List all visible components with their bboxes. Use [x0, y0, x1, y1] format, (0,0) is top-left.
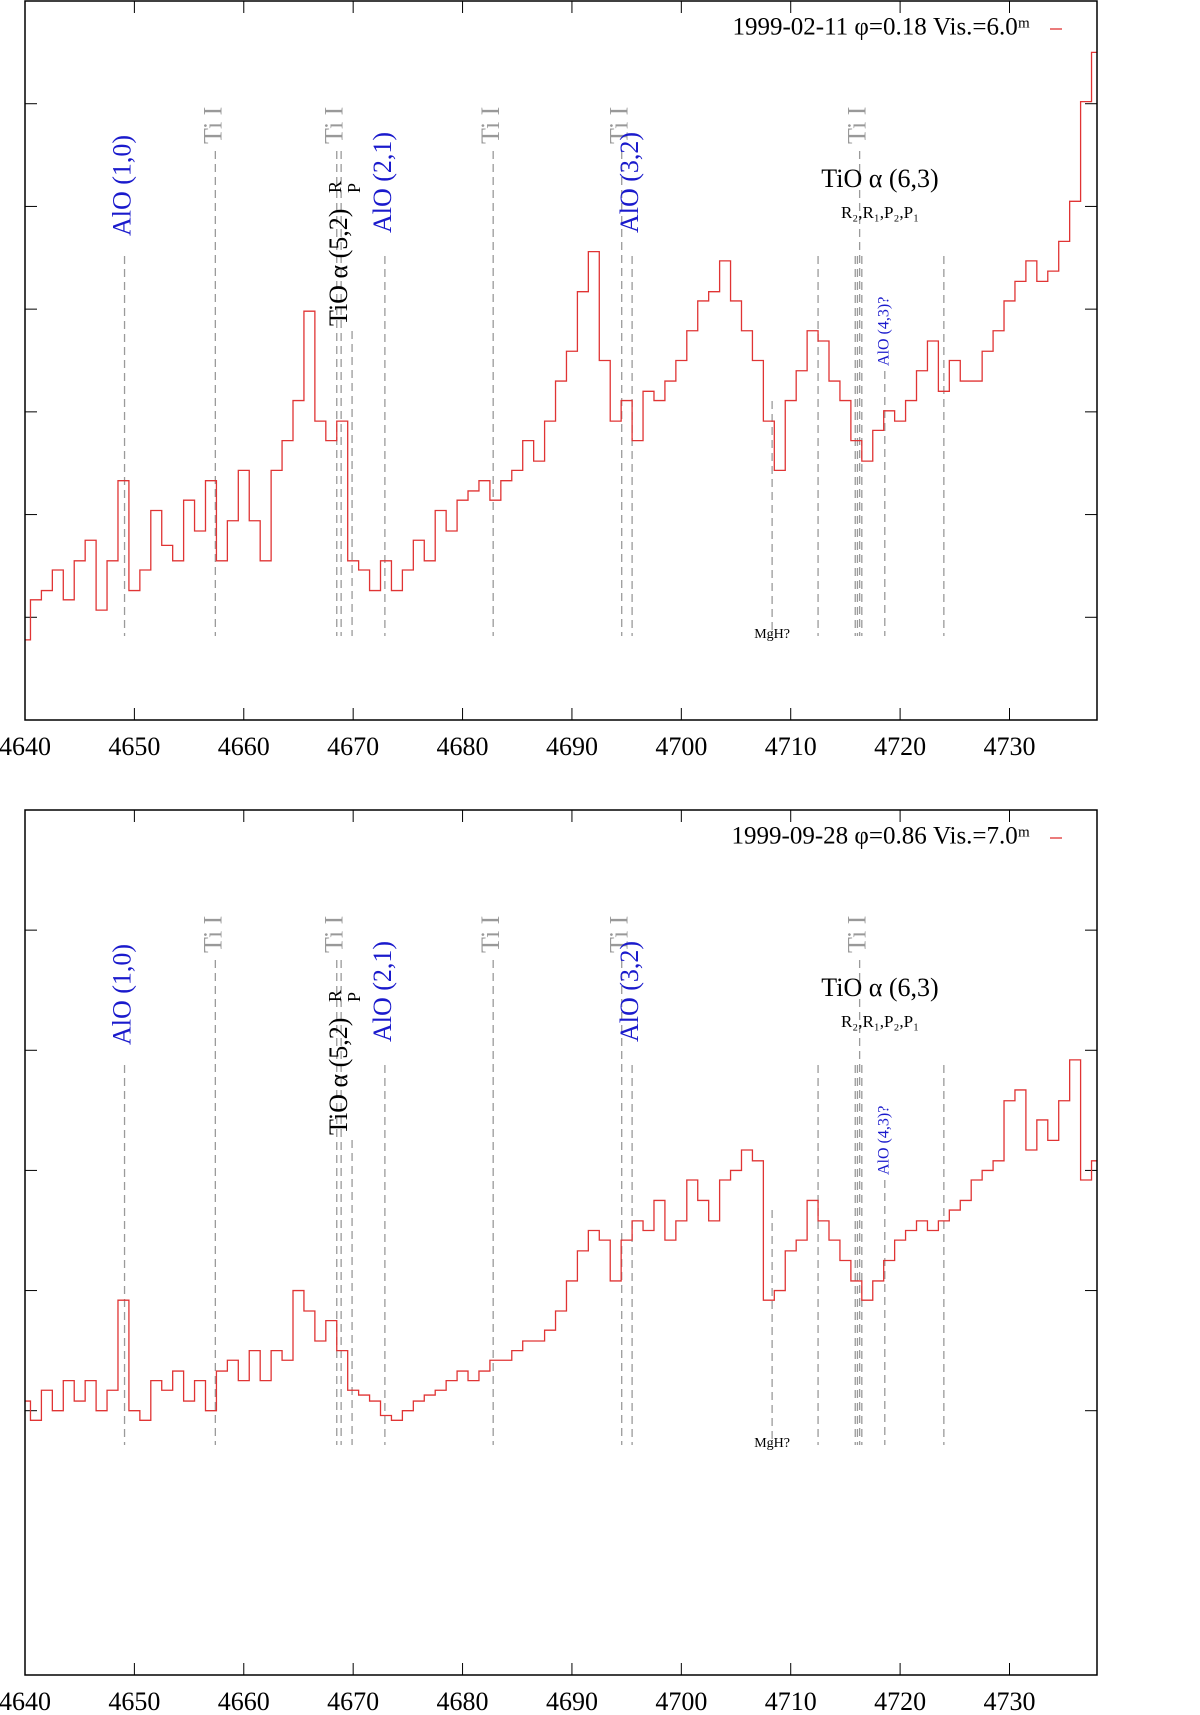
x-tick-label: 4730 — [983, 732, 1035, 761]
marker-label: TiO α (5,2) — [324, 1018, 353, 1135]
x-tick-label: 4650 — [108, 1687, 160, 1715]
marker-label: Ti I — [320, 107, 349, 144]
marker-label: Ti I — [198, 107, 227, 144]
spectrum-line — [25, 1059, 1097, 1421]
x-tick-label: 4640 — [0, 1687, 51, 1715]
x-tick-label: 4680 — [437, 1687, 489, 1715]
marker-label: Ti I — [198, 916, 227, 953]
marker-label: Ti I — [605, 916, 634, 953]
x-tick-label: 4690 — [546, 1687, 598, 1715]
x-tick-label: 4680 — [437, 732, 489, 761]
x-tick-label: 4710 — [765, 1687, 817, 1715]
marker-label: AlO (3,2) — [615, 941, 644, 1042]
x-tick-label: 4670 — [327, 732, 379, 761]
annotation: R₂,R₁,P₂,P₁ — [841, 1012, 919, 1031]
x-tick-label: 4730 — [983, 1687, 1035, 1715]
x-tick-label: 4720 — [874, 1687, 926, 1715]
marker-label: AlO (2,1) — [368, 132, 397, 233]
x-tick-label: 4690 — [546, 732, 598, 761]
x-tick-label: 4660 — [218, 732, 270, 761]
x-tick-label: 4660 — [218, 1687, 270, 1715]
marker-label: Ti I — [476, 916, 505, 953]
marker-label: AlO (1,0) — [108, 944, 137, 1045]
plot-frame — [24, 809, 1098, 1676]
x-tick-label: 4700 — [655, 732, 707, 761]
marker-label: Ti I — [605, 107, 634, 144]
x-tick-label: 4650 — [108, 732, 160, 761]
x-tick-label: 4670 — [327, 1687, 379, 1715]
marker-label: MgH? — [754, 627, 790, 642]
annotation: TiO α (6,3) — [821, 973, 938, 1002]
marker-label: AlO (3,2) — [615, 132, 644, 233]
marker-label: P — [344, 183, 364, 193]
plot-frame — [24, 0, 1098, 721]
marker-label: AlO (1,0) — [108, 135, 137, 236]
annotation: R — [325, 181, 345, 193]
annotation: TiO α (6,3) — [821, 164, 938, 193]
annotation: R₂,R₁,P₂,P₁ — [841, 203, 919, 222]
x-tick-label: 4700 — [655, 1687, 707, 1715]
marker-label: TiO α (5,2) — [324, 209, 353, 326]
x-tick-label: 4720 — [874, 732, 926, 761]
marker-label: Ti I — [476, 107, 505, 144]
marker-label: Ti I — [843, 107, 872, 144]
marker-label: Ti I — [320, 916, 349, 953]
annotation: R — [325, 990, 345, 1002]
marker-label: AlO (4,3)? — [875, 1106, 892, 1175]
marker-label: Ti I — [843, 916, 872, 953]
legend-label: 1999-02-11 φ=0.18 Vis.=6.0ᵐ — [732, 14, 1030, 41]
marker-label: MgH? — [754, 1436, 790, 1451]
x-tick-label: 4710 — [765, 732, 817, 761]
marker-label: P — [344, 992, 364, 1002]
spectrum-line — [25, 51, 1097, 641]
marker-label: AlO (2,1) — [368, 941, 397, 1042]
marker-label: AlO (4,3)? — [875, 297, 892, 366]
legend-label: 1999-09-28 φ=0.86 Vis.=7.0ᵐ — [732, 823, 1030, 850]
x-tick-label: 4640 — [0, 732, 51, 761]
